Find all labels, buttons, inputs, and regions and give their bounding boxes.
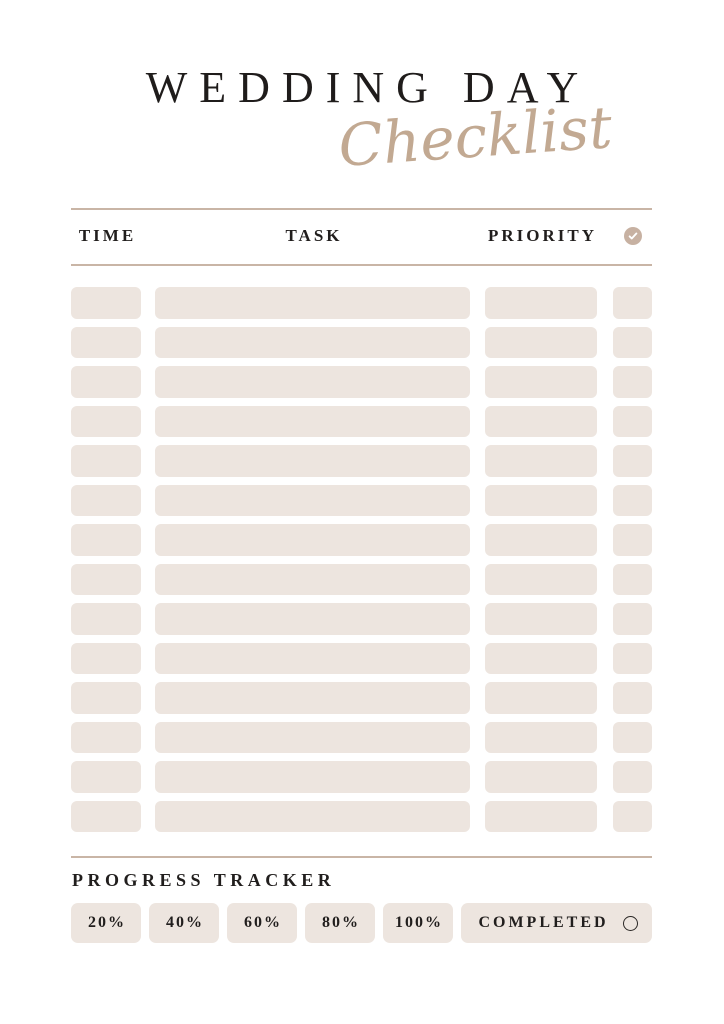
task-cell[interactable]	[155, 682, 470, 714]
table-row	[71, 642, 652, 674]
done-checkbox[interactable]	[613, 287, 652, 319]
table-row	[71, 405, 652, 437]
done-checkbox[interactable]	[613, 484, 652, 516]
done-checkbox[interactable]	[613, 366, 652, 398]
time-cell[interactable]	[71, 445, 141, 477]
time-cell[interactable]	[71, 405, 141, 437]
table-header: TIME TASK PRIORITY	[71, 222, 652, 249]
priority-cell[interactable]	[485, 287, 597, 319]
table-row	[71, 326, 652, 358]
done-checkbox[interactable]	[613, 524, 652, 556]
priority-cell[interactable]	[485, 761, 597, 793]
time-cell[interactable]	[71, 524, 141, 556]
progress-tracker-label: PROGRESS TRACKER	[72, 870, 336, 890]
progress-step[interactable]: 20%	[71, 903, 141, 943]
table-row	[71, 484, 652, 516]
check-circle-icon	[623, 226, 642, 245]
task-cell[interactable]	[155, 287, 470, 319]
divider-header-bottom	[71, 264, 652, 266]
priority-cell[interactable]	[485, 603, 597, 635]
progress-step[interactable]: 40%	[149, 903, 219, 943]
time-cell[interactable]	[71, 642, 141, 674]
done-checkbox[interactable]	[613, 445, 652, 477]
priority-cell[interactable]	[485, 445, 597, 477]
task-cell[interactable]	[155, 326, 470, 358]
table-row	[71, 721, 652, 753]
priority-cell[interactable]	[485, 326, 597, 358]
page-title: WEDDING DAY	[145, 63, 591, 112]
priority-cell[interactable]	[485, 642, 597, 674]
priority-cell[interactable]	[485, 366, 597, 398]
task-cell[interactable]	[155, 366, 470, 398]
column-header-time: TIME	[78, 225, 137, 245]
priority-cell[interactable]	[485, 524, 597, 556]
time-cell[interactable]	[71, 761, 141, 793]
table-row	[71, 761, 652, 793]
column-header-task: TASK	[285, 225, 343, 245]
task-cell[interactable]	[155, 800, 470, 832]
task-cell[interactable]	[155, 445, 470, 477]
table-row	[71, 287, 652, 319]
table-row	[71, 366, 652, 398]
task-cell[interactable]	[155, 405, 470, 437]
done-checkbox[interactable]	[613, 563, 652, 595]
priority-cell[interactable]	[485, 682, 597, 714]
done-checkbox[interactable]	[613, 800, 652, 832]
table-body	[71, 287, 652, 832]
progress-tracker: 20% 40% 60% 80% 100% COMPLETED	[71, 903, 652, 943]
task-cell[interactable]	[155, 603, 470, 635]
priority-cell[interactable]	[485, 563, 597, 595]
done-checkbox[interactable]	[613, 721, 652, 753]
progress-step[interactable]: 80%	[305, 903, 375, 943]
time-cell[interactable]	[71, 287, 141, 319]
priority-cell[interactable]	[485, 800, 597, 832]
priority-cell[interactable]	[485, 721, 597, 753]
column-header-done	[613, 226, 652, 245]
completed-label: COMPLETED	[478, 914, 609, 931]
done-checkbox[interactable]	[613, 642, 652, 674]
done-checkbox[interactable]	[613, 405, 652, 437]
column-header-priority: PRIORITY	[488, 225, 598, 245]
done-checkbox[interactable]	[613, 326, 652, 358]
time-cell[interactable]	[71, 800, 141, 832]
page-subtitle-script: Checklist	[336, 93, 615, 181]
done-checkbox[interactable]	[613, 603, 652, 635]
table-row	[71, 524, 652, 556]
divider-footer	[71, 856, 652, 858]
progress-step[interactable]: 60%	[227, 903, 297, 943]
table-row	[71, 603, 652, 635]
time-cell[interactable]	[71, 326, 141, 358]
task-cell[interactable]	[155, 484, 470, 516]
done-checkbox[interactable]	[613, 761, 652, 793]
priority-cell[interactable]	[485, 484, 597, 516]
priority-cell[interactable]	[485, 405, 597, 437]
circle-outline-icon	[622, 915, 638, 931]
task-cell[interactable]	[155, 761, 470, 793]
time-cell[interactable]	[71, 721, 141, 753]
done-checkbox[interactable]	[613, 682, 652, 714]
completed-box[interactable]: COMPLETED	[461, 903, 652, 943]
progress-step[interactable]: 100%	[383, 903, 453, 943]
task-cell[interactable]	[155, 721, 470, 753]
time-cell[interactable]	[71, 563, 141, 595]
divider-top	[71, 208, 652, 210]
table-row	[71, 563, 652, 595]
table-row	[71, 682, 652, 714]
time-cell[interactable]	[71, 603, 141, 635]
time-cell[interactable]	[71, 366, 141, 398]
table-row	[71, 445, 652, 477]
task-cell[interactable]	[155, 563, 470, 595]
time-cell[interactable]	[71, 484, 141, 516]
task-cell[interactable]	[155, 642, 470, 674]
task-cell[interactable]	[155, 524, 470, 556]
time-cell[interactable]	[71, 682, 141, 714]
table-row	[71, 800, 652, 832]
